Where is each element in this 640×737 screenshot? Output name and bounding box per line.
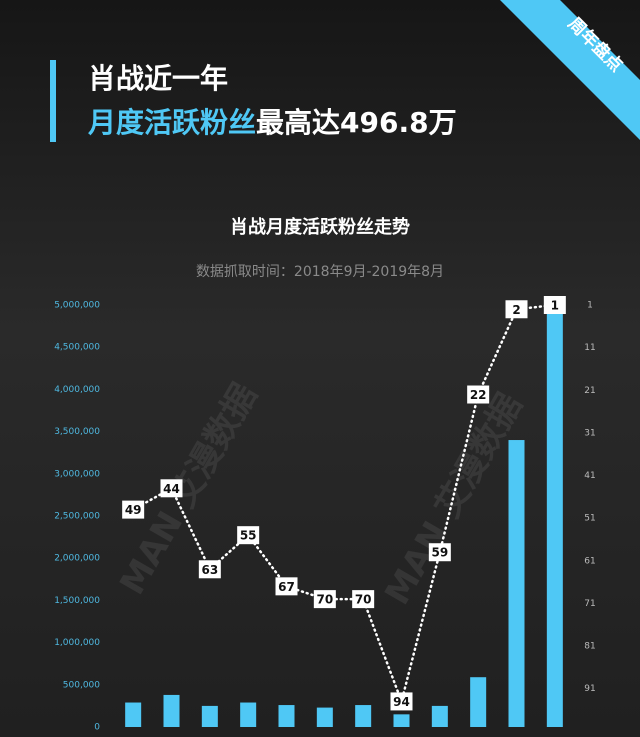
label-box xyxy=(275,577,298,596)
bar xyxy=(125,702,142,727)
y2-tick-label: 61 xyxy=(584,556,595,566)
chart-title: 肖战月度活跃粉丝走势 xyxy=(230,216,410,238)
label-box xyxy=(160,479,183,498)
label-box xyxy=(237,526,260,545)
data-label: 67 xyxy=(278,580,295,594)
headline-rest: 最高达496.8万 xyxy=(256,106,457,139)
label-box xyxy=(198,560,221,579)
bar xyxy=(278,705,295,727)
data-label: 70 xyxy=(355,593,372,607)
title-accent xyxy=(50,60,56,142)
bar xyxy=(355,705,372,727)
chart-subtitle: 数据抓取时间：2018年9月-2019年8月 xyxy=(196,264,444,280)
bar xyxy=(546,307,563,727)
y2-tick-label: 71 xyxy=(584,599,595,609)
data-label: 59 xyxy=(431,546,448,560)
data-label: 55 xyxy=(240,529,257,543)
y-tick-label: 4,500,000 xyxy=(54,343,100,353)
data-label: 63 xyxy=(201,563,218,577)
y2-tick-label: 41 xyxy=(584,471,595,481)
bar xyxy=(470,677,487,727)
y2-tick-label: 21 xyxy=(584,386,595,396)
y-tick-label: 2,500,000 xyxy=(54,512,100,522)
data-label: 44 xyxy=(163,482,180,496)
y-tick-label: 0 xyxy=(94,723,100,733)
y-tick-label: 1,000,000 xyxy=(54,638,100,648)
bar xyxy=(393,714,410,727)
label-box xyxy=(390,692,413,711)
bar xyxy=(316,707,333,727)
label-box xyxy=(122,500,145,519)
y-tick-label: 500,000 xyxy=(63,680,100,690)
y-tick-label: 4,000,000 xyxy=(54,385,100,395)
y-tick-label: 2,000,000 xyxy=(54,554,100,564)
label-box xyxy=(428,543,451,562)
headline-2: 月度活跃粉丝最高达496.8万 xyxy=(87,106,457,139)
label-box xyxy=(543,296,566,314)
y2-tick-label: 31 xyxy=(584,428,595,438)
y-tick-label: 3,500,000 xyxy=(54,427,100,437)
y-tick-label: 1,500,000 xyxy=(54,596,100,606)
bar xyxy=(240,702,257,727)
y-tick-label: 5,000,000 xyxy=(54,301,100,311)
data-label: 22 xyxy=(470,388,487,402)
data-label: 94 xyxy=(393,695,410,709)
label-box xyxy=(467,385,490,404)
data-label: 49 xyxy=(125,503,142,517)
bar xyxy=(508,440,525,727)
bar xyxy=(201,705,218,727)
y2-tick-label: 51 xyxy=(584,514,595,524)
headline-highlight: 月度活跃粉丝 xyxy=(87,106,256,139)
y2-tick-label: 1 xyxy=(587,301,593,311)
data-label: 70 xyxy=(316,593,333,607)
headline-1: 肖战近一年 xyxy=(88,62,228,95)
bar xyxy=(431,705,448,727)
y2-tick-label: 81 xyxy=(584,642,595,652)
y2-tick-label: 11 xyxy=(584,343,595,353)
y-tick-label: 3,000,000 xyxy=(54,469,100,479)
badge-ribbon xyxy=(500,0,640,140)
bar xyxy=(163,694,180,727)
data-label: 2 xyxy=(512,303,520,317)
y2-tick-label: 91 xyxy=(584,684,595,694)
data-label: 1 xyxy=(551,299,559,313)
label-box xyxy=(352,590,375,609)
label-box xyxy=(313,590,336,609)
label-box xyxy=(505,300,528,319)
